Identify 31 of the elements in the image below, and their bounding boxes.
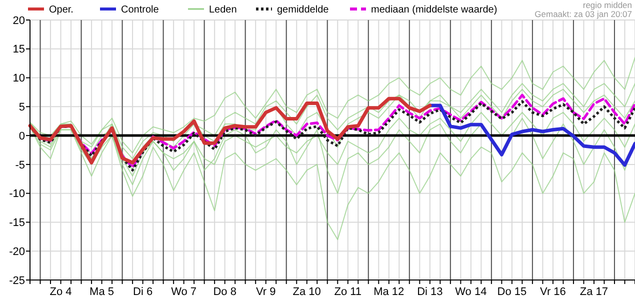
y-tick-label: -5: [15, 159, 25, 172]
x-tick-label: Wo 14: [455, 286, 487, 298]
legend-label: Leden: [209, 4, 237, 16]
y-tick-label: -10: [9, 188, 25, 200]
x-tick-label: Ma 5: [90, 286, 114, 298]
x-tick-label: Do 8: [213, 286, 236, 298]
x-tick-label: Vr 16: [540, 286, 566, 298]
y-tick-label: 10: [12, 72, 25, 85]
x-tick-label: Di 6: [133, 286, 153, 298]
legend-label: gemiddelde: [277, 4, 330, 16]
legend-label: Oper.: [49, 4, 74, 16]
x-tick-label: Zo 4: [50, 286, 72, 298]
x-tick-label: Di 13: [417, 286, 443, 298]
legend-label: Controle: [121, 4, 160, 16]
x-tick-label: Za 10: [292, 286, 321, 298]
y-tick-label: -20: [9, 246, 25, 258]
y-tick-label: 5: [18, 102, 25, 114]
legend-label: mediaan (middelste waarde): [371, 4, 498, 16]
text: regio midden: [582, 0, 632, 10]
y-tick-label: -15: [9, 217, 25, 230]
x-tick-label: Do 15: [497, 286, 527, 298]
y-tick-label: 20: [12, 14, 25, 27]
x-tick-label: Ma 12: [374, 286, 404, 298]
y-tick-label: 0: [18, 130, 25, 142]
y-tick-label: -25: [9, 274, 25, 287]
x-tick-label: Za 17: [580, 286, 608, 298]
text: Gemaakt: za 03 jan 20:07: [534, 8, 632, 19]
y-tick-label: 15: [12, 44, 25, 56]
x-tick-label: Vr 9: [256, 286, 276, 298]
x-tick-label: Zo 11: [334, 286, 362, 298]
x-tick-label: Wo 7: [171, 286, 197, 298]
